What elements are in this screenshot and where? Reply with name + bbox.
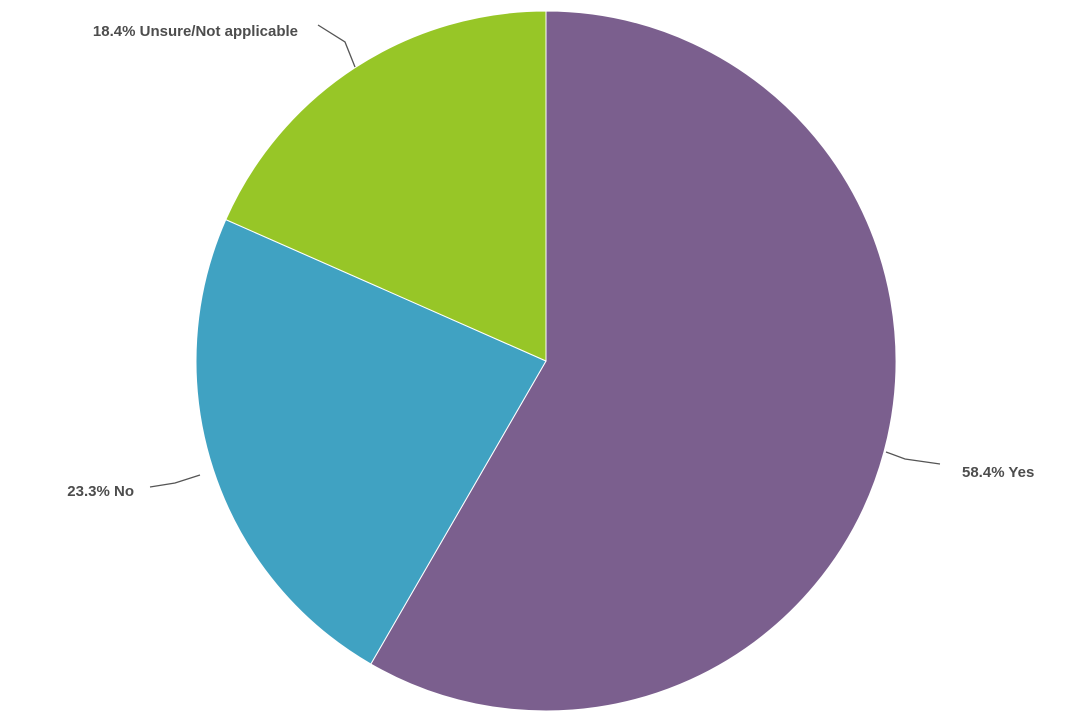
- slice-label-yes: 58.4% Yes: [962, 464, 1034, 481]
- leader-line-no: [149, 474, 201, 488]
- pie-slice-no: [195, 218, 547, 665]
- leader-line-yes: [885, 451, 941, 465]
- pie-slices: [195, 10, 897, 711]
- pie-slice-unsure-not-applicable: [225, 10, 547, 362]
- leader-line-unsure-not-applicable: [317, 24, 356, 68]
- leader-lines: [149, 24, 941, 488]
- slice-label-no: 23.3% No: [67, 483, 134, 500]
- slice-label-unsure-not-applicable: 18.4% Unsure/Not applicable: [93, 23, 298, 40]
- slice-labels: 58.4% Yes 23.3% No 18.4% Unsure/Not applic…: [67, 23, 1034, 500]
